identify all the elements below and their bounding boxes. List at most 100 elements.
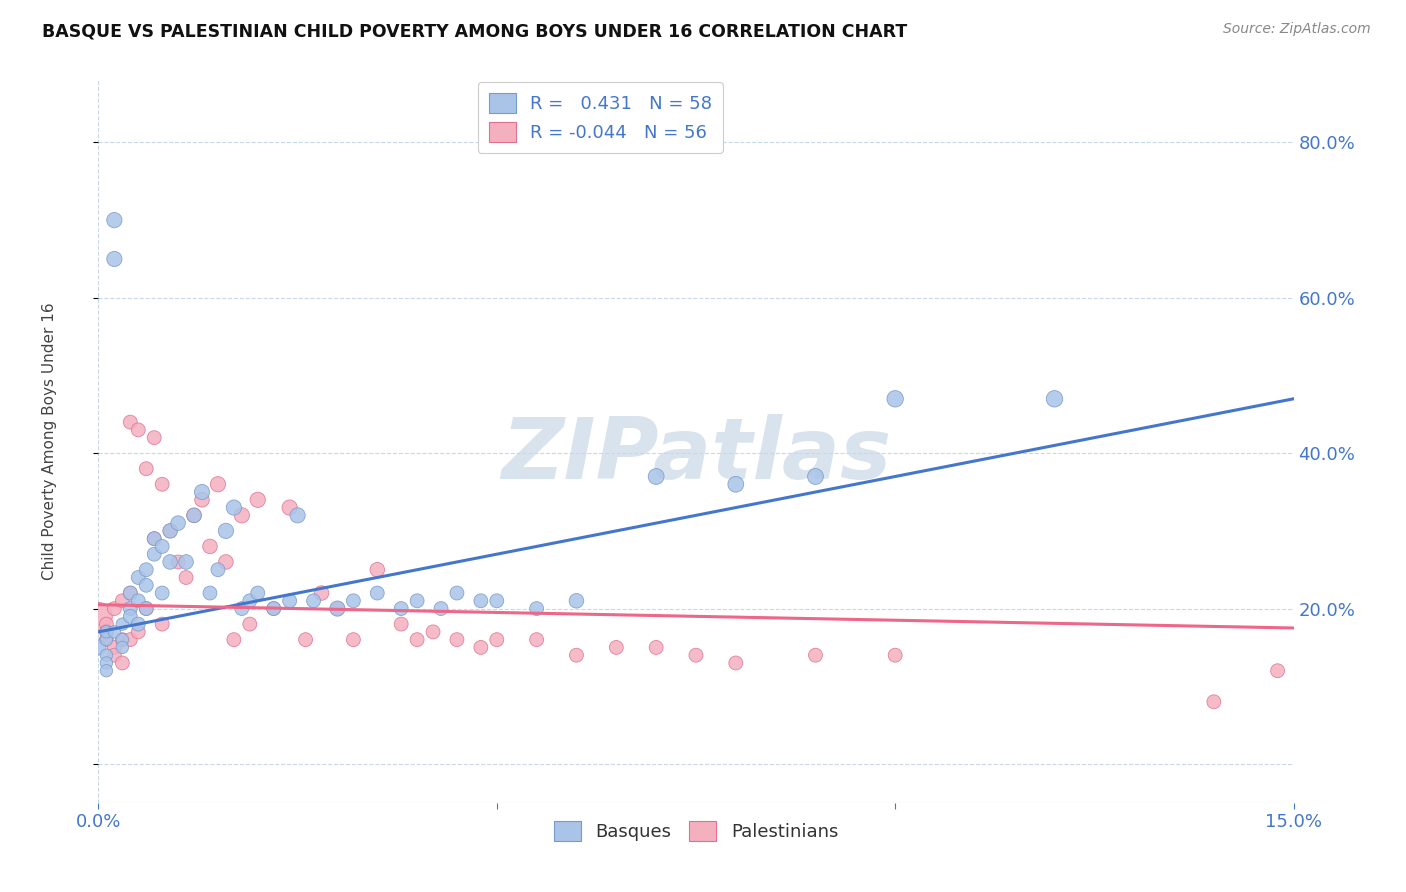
Point: [135, 461, 157, 475]
Point: [174, 570, 197, 584]
Point: [239, 617, 262, 632]
Point: [111, 594, 134, 608]
Point: [198, 540, 221, 554]
Point: [231, 601, 253, 615]
Point: [111, 632, 134, 647]
Point: [103, 640, 125, 655]
Point: [446, 586, 468, 600]
Point: [143, 532, 166, 546]
Point: [135, 563, 157, 577]
Point: [150, 477, 173, 491]
Point: [120, 601, 142, 615]
Point: [326, 601, 349, 615]
Point: [150, 540, 173, 554]
Point: [485, 594, 508, 608]
Point: [159, 555, 181, 569]
Point: [884, 392, 907, 406]
Point: [366, 586, 388, 600]
Point: [422, 624, 444, 639]
Point: [96, 624, 118, 639]
Point: [127, 617, 149, 632]
Point: [96, 617, 118, 632]
Point: [111, 632, 134, 647]
Point: [470, 640, 492, 655]
Point: [1043, 392, 1066, 406]
Point: [127, 570, 149, 584]
Point: [263, 601, 285, 615]
Point: [263, 601, 285, 615]
Point: [111, 617, 134, 632]
Point: [246, 492, 269, 507]
Point: [215, 555, 238, 569]
Point: [103, 213, 125, 227]
Point: [111, 640, 134, 655]
Point: [103, 601, 125, 615]
Point: [96, 632, 118, 647]
Point: [326, 601, 349, 615]
Y-axis label: Child Poverty Among Boys Under 16: Child Poverty Among Boys Under 16: [42, 302, 56, 581]
Point: [159, 524, 181, 538]
Point: [366, 563, 388, 577]
Point: [565, 648, 588, 663]
Point: [526, 601, 548, 615]
Point: [207, 477, 229, 491]
Point: [406, 632, 429, 647]
Point: [143, 431, 166, 445]
Point: [87, 609, 110, 624]
Point: [103, 252, 125, 266]
Point: [804, 469, 827, 483]
Point: [222, 500, 245, 515]
Point: [135, 601, 157, 615]
Point: [96, 664, 118, 678]
Point: [183, 508, 205, 523]
Point: [135, 578, 157, 592]
Point: [246, 586, 269, 600]
Point: [1202, 695, 1225, 709]
Point: [127, 423, 149, 437]
Point: [120, 415, 142, 429]
Point: [302, 594, 325, 608]
Point: [127, 624, 149, 639]
Point: [287, 508, 309, 523]
Text: BASQUE VS PALESTINIAN CHILD POVERTY AMONG BOYS UNDER 16 CORRELATION CHART: BASQUE VS PALESTINIAN CHILD POVERTY AMON…: [42, 22, 907, 40]
Point: [446, 632, 468, 647]
Point: [150, 617, 173, 632]
Point: [294, 632, 316, 647]
Text: ZIPatlas: ZIPatlas: [501, 415, 891, 498]
Point: [191, 485, 214, 500]
Point: [239, 594, 262, 608]
Point: [685, 648, 707, 663]
Legend: Basques, Palestinians: Basques, Palestinians: [547, 814, 845, 848]
Point: [143, 532, 166, 546]
Point: [150, 586, 173, 600]
Point: [103, 624, 125, 639]
Point: [645, 469, 668, 483]
Point: [120, 609, 142, 624]
Point: [167, 516, 190, 530]
Point: [884, 648, 907, 663]
Point: [485, 632, 508, 647]
Point: [111, 656, 134, 670]
Point: [470, 594, 492, 608]
Point: [143, 547, 166, 561]
Point: [207, 563, 229, 577]
Text: Source: ZipAtlas.com: Source: ZipAtlas.com: [1223, 22, 1371, 37]
Point: [565, 594, 588, 608]
Point: [1267, 664, 1289, 678]
Point: [804, 648, 827, 663]
Point: [231, 508, 253, 523]
Point: [389, 601, 412, 615]
Point: [389, 617, 412, 632]
Point: [127, 594, 149, 608]
Point: [96, 632, 118, 647]
Point: [174, 555, 197, 569]
Point: [120, 632, 142, 647]
Point: [278, 594, 301, 608]
Point: [96, 624, 118, 639]
Point: [406, 594, 429, 608]
Point: [430, 601, 453, 615]
Point: [96, 656, 118, 670]
Point: [724, 477, 747, 491]
Point: [120, 586, 142, 600]
Point: [526, 632, 548, 647]
